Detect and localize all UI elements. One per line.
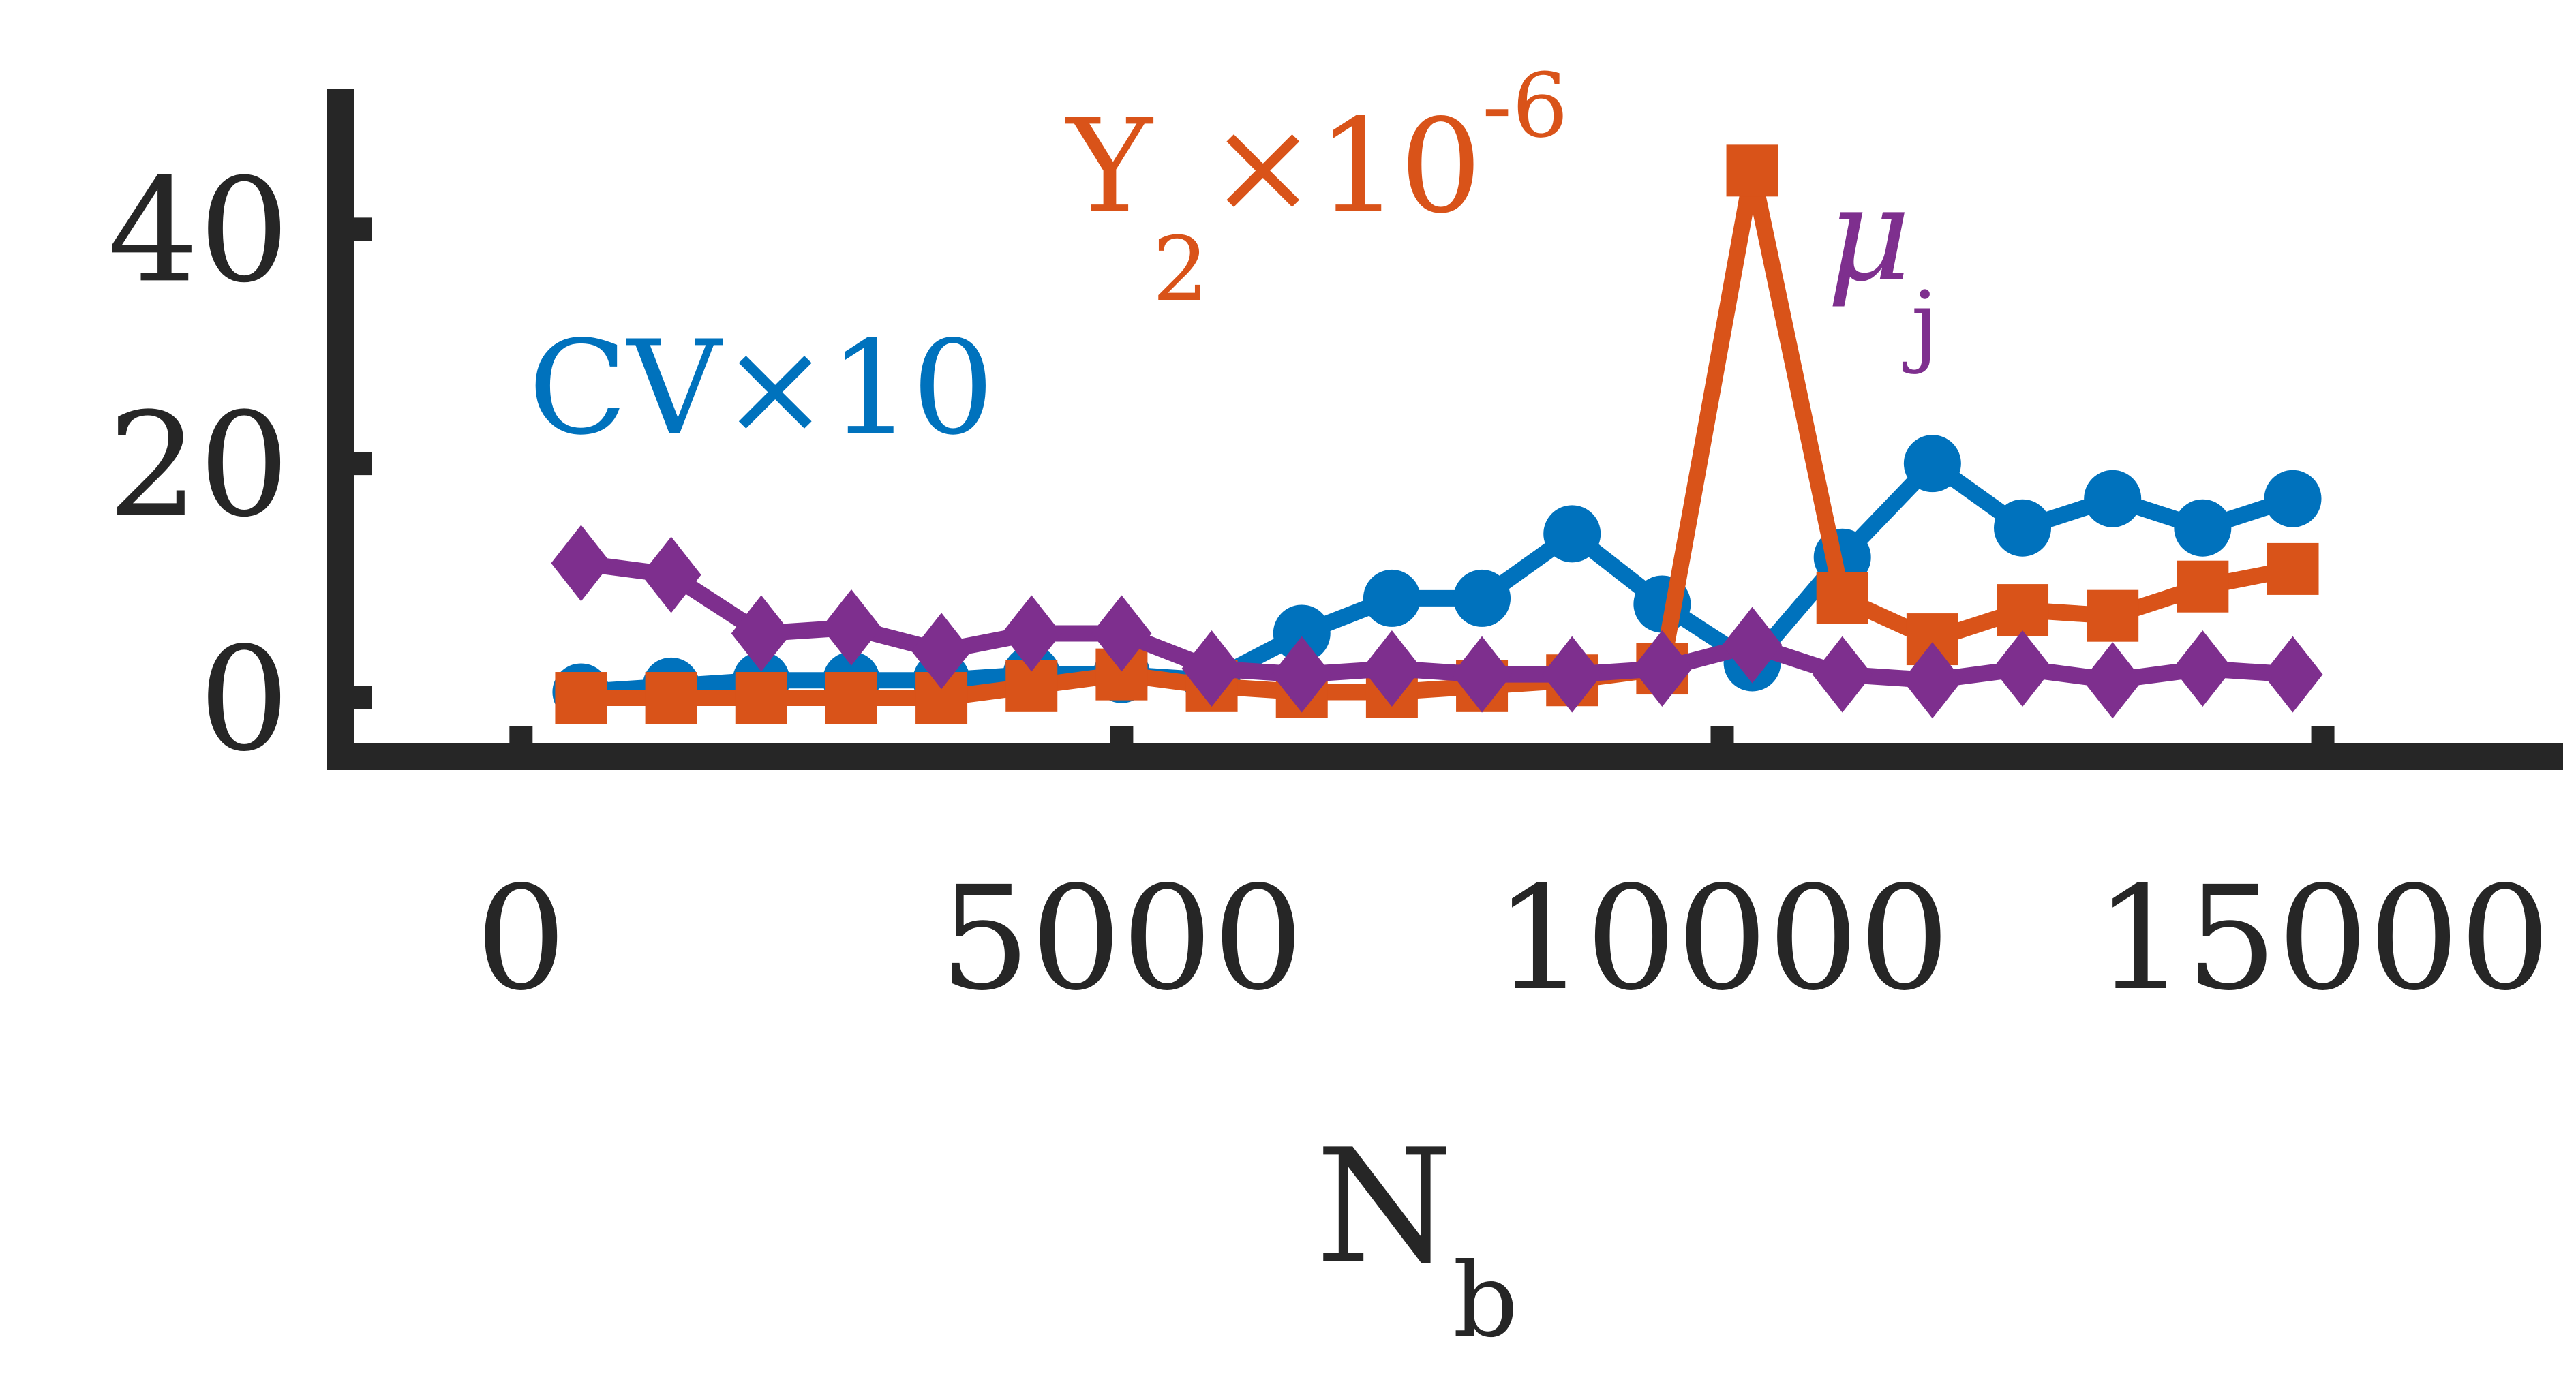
data-point [1903, 435, 1961, 493]
data-point [551, 525, 611, 602]
y-tick-label: 40 [108, 147, 290, 314]
data-point [1997, 584, 2049, 636]
series-2 [551, 525, 2323, 719]
data-point [1726, 144, 1778, 197]
data-point [1816, 572, 1868, 624]
x-tick-label: 5000 [939, 855, 1303, 1022]
data-point [1543, 505, 1601, 563]
data-point [2174, 499, 2232, 557]
data-point [1542, 636, 1603, 713]
series-label-y2: Y2×10-6 [1065, 54, 1569, 321]
data-point [641, 536, 701, 613]
x-tick-label: 10000 [1494, 855, 1950, 1022]
data-point [2084, 470, 2142, 527]
data-point [2082, 642, 2143, 719]
data-point [1812, 636, 1873, 713]
data-point [1902, 642, 1963, 719]
data-point [2177, 560, 2229, 613]
data-point [1722, 607, 1783, 684]
data-point [1994, 499, 2052, 557]
data-point [645, 672, 697, 724]
x-tick-label: 15000 [2095, 855, 2551, 1022]
data-point [731, 595, 791, 672]
data-point [1273, 604, 1331, 662]
data-point [2267, 542, 2319, 595]
data-point [1181, 630, 1242, 707]
data-point [825, 672, 877, 724]
data-point [1091, 595, 1152, 672]
data-point [2262, 636, 2323, 713]
data-point [1363, 569, 1421, 627]
data-point [1453, 569, 1511, 627]
series-label-cv: CV×10 [528, 313, 995, 463]
data-point [1361, 630, 1422, 707]
data-point [911, 613, 972, 690]
data-point [2264, 470, 2322, 527]
y-tick-label: 20 [108, 382, 290, 549]
data-point [1452, 636, 1513, 713]
data-point [2087, 589, 2139, 642]
series-label-mu: μj [1827, 159, 1939, 375]
data-point [821, 589, 881, 666]
data-point [555, 672, 607, 724]
x-tick-label: 0 [476, 855, 567, 1022]
data-point [2172, 630, 2233, 707]
series-layer [551, 144, 2323, 724]
data-point [1271, 636, 1332, 713]
y-tick-label: 0 [198, 616, 290, 783]
label-layer: CV×10 Y2×10-6 μj Nb [528, 54, 1939, 1360]
axes: 0 20 40 0 5000 10000 15000 [108, 89, 2563, 1022]
data-point [735, 672, 787, 724]
x-axis-title: Nb [1316, 1116, 1518, 1360]
data-point [1992, 630, 2053, 707]
data-point [1001, 595, 1062, 672]
data-point [1632, 630, 1693, 707]
